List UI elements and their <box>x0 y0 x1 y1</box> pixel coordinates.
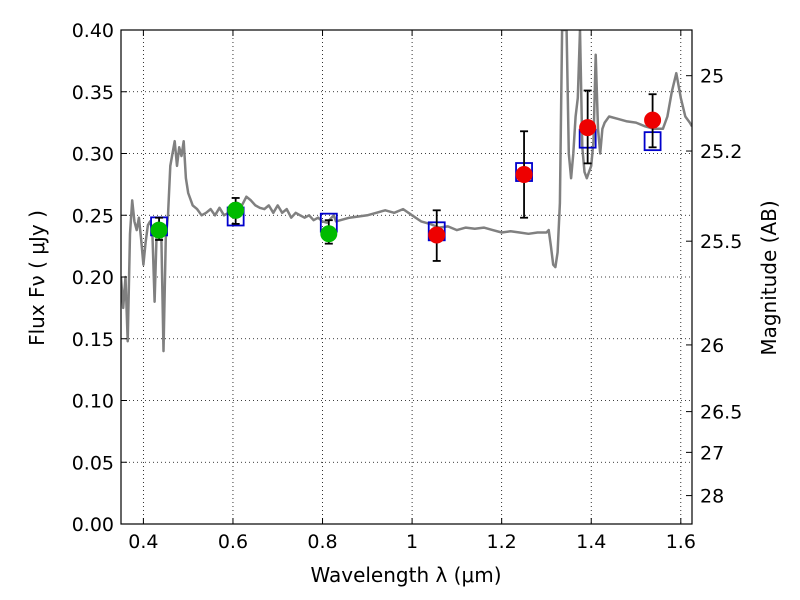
y2-tick-label: 26 <box>700 335 724 357</box>
data-point <box>515 165 533 183</box>
x-tick-label: 1.2 <box>487 531 517 553</box>
y-tick-label: 0.15 <box>72 329 114 351</box>
x-axis-title: Wavelength λ (μm) <box>310 563 501 587</box>
x-tick-label: 0.6 <box>218 531 248 553</box>
data-point-group <box>150 216 168 241</box>
data-point-group <box>227 197 245 225</box>
data-point-group <box>320 219 338 245</box>
axes: 0.4 0.6 0.8 1 1.2 1.4 1.6 0.00 0.05 0.10 0.15 0.20 0… <box>72 20 743 553</box>
data-point <box>320 225 338 243</box>
y2-tick-label: 27 <box>700 442 724 464</box>
data-point-group <box>515 130 533 219</box>
y-tick-label: 0.05 <box>72 452 114 474</box>
plot-area <box>121 30 692 353</box>
data-point <box>579 119 597 137</box>
data-point <box>428 226 446 244</box>
y-tick-label: 0.25 <box>72 205 114 227</box>
y-tick-label: 0.10 <box>72 391 114 413</box>
x-tick-label: 0.8 <box>307 531 337 553</box>
data-point-group <box>644 93 662 149</box>
y-tick-label: 0.20 <box>72 267 114 289</box>
y-tick-label: 0.35 <box>72 82 114 104</box>
y2-tick-label: 26.5 <box>700 402 742 424</box>
y2-axis-title: Magnitude (AB) <box>757 200 781 355</box>
y2-tick-label: 25.5 <box>700 231 742 253</box>
x-tick-label: 1.4 <box>576 531 606 553</box>
y-tick-label: 0.40 <box>72 20 114 42</box>
x-tick-label: 0.4 <box>128 531 158 553</box>
y2-tick-label: 28 <box>700 486 724 508</box>
y2-tick-label: 25.2 <box>700 141 742 163</box>
x-tick-label: 1.6 <box>666 531 696 553</box>
data-point <box>644 111 662 129</box>
y-tick-label: 0.00 <box>72 514 114 536</box>
y-axis-title: Flux Fν ( μJy ) <box>25 210 49 346</box>
spectrum-line <box>121 30 692 353</box>
data-point <box>227 201 245 219</box>
data-point-group <box>428 209 446 262</box>
x-tick-label: 1 <box>406 531 418 553</box>
data-point <box>150 221 168 239</box>
y-tick-label: 0.30 <box>72 144 114 166</box>
data-point-group <box>579 89 597 165</box>
y2-tick-label: 25 <box>700 66 724 88</box>
